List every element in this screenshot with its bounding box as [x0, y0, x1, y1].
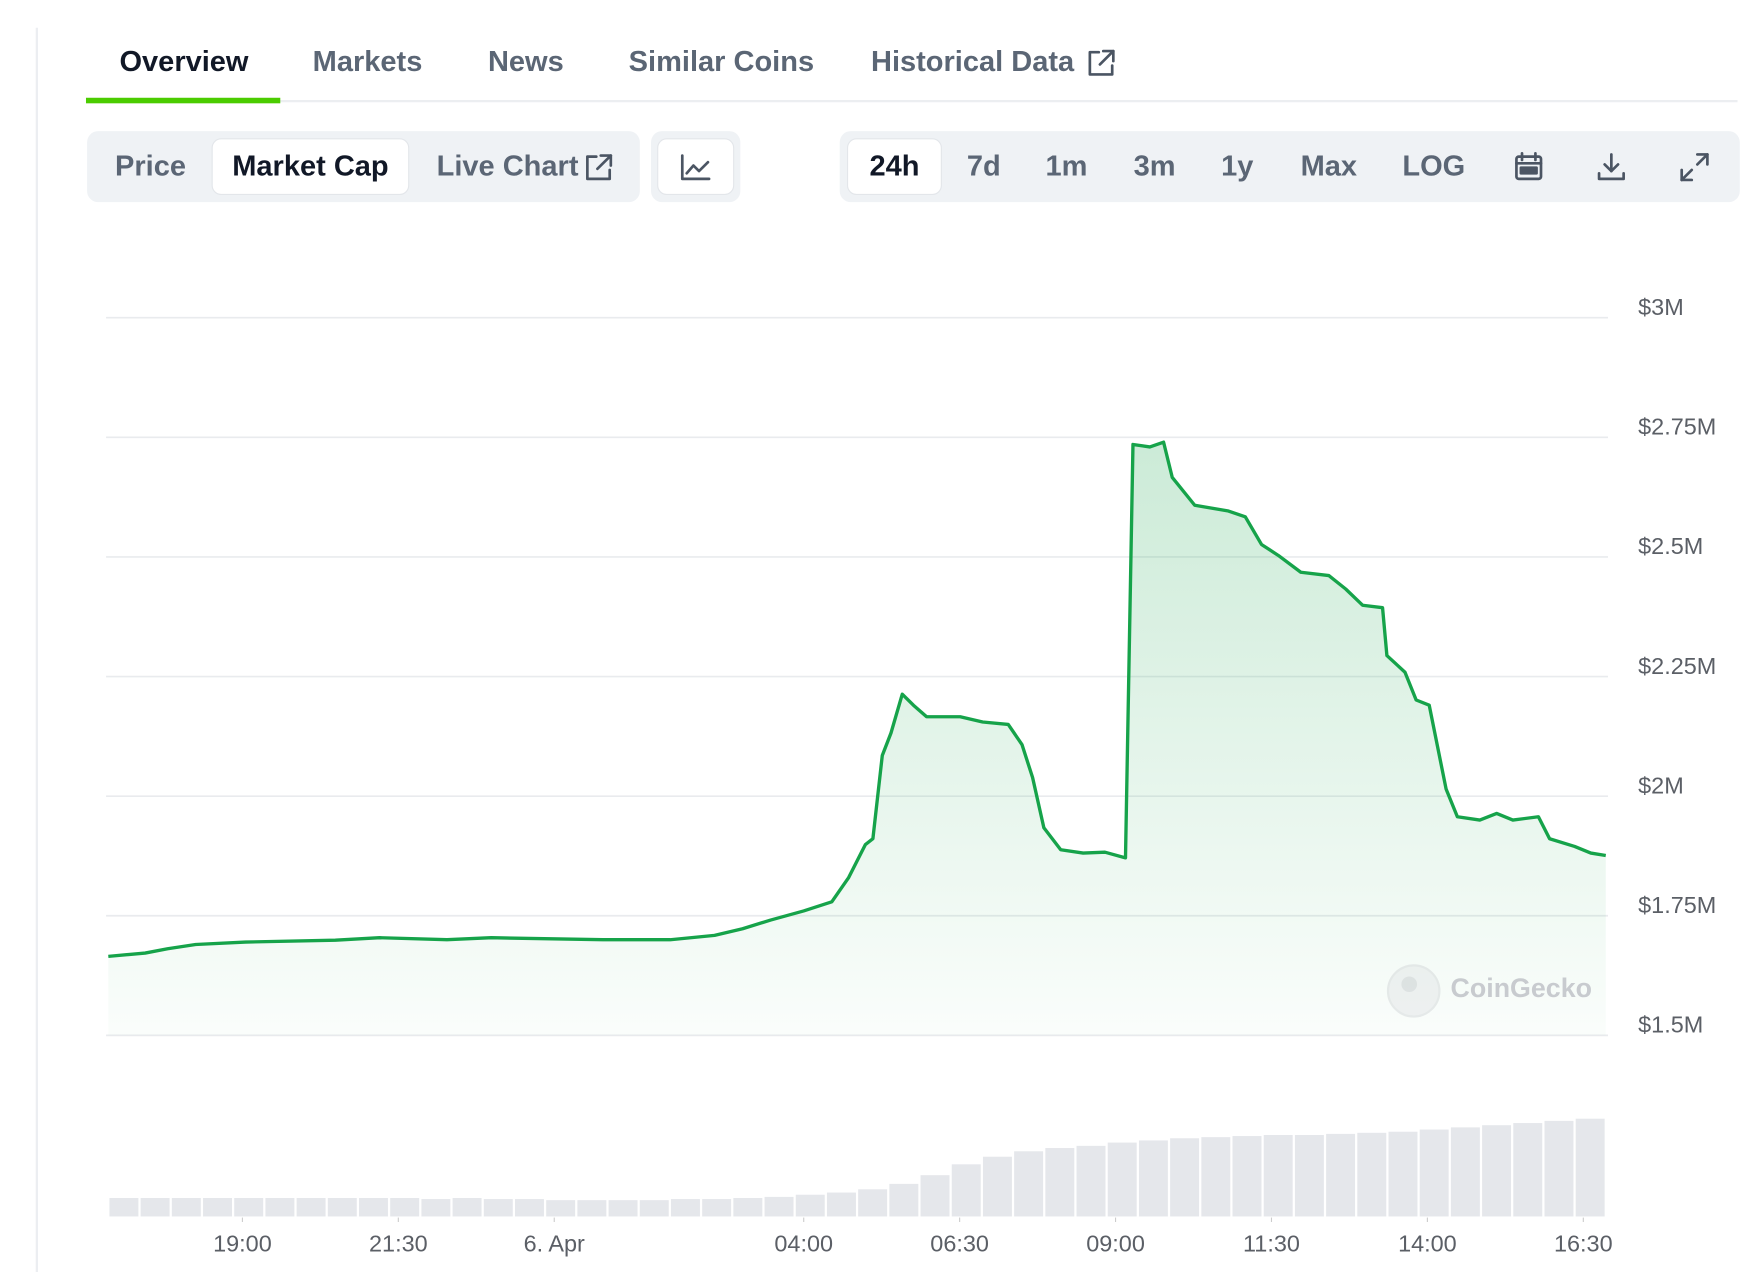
volume-bar: [889, 1183, 919, 1217]
volume-bar: [795, 1194, 825, 1217]
y-tick-label: $2.25M: [1638, 653, 1716, 679]
volume-bar: [1450, 1127, 1480, 1217]
volume-bar: [1357, 1132, 1387, 1217]
y-tick-label: $2.5M: [1638, 533, 1703, 559]
volume-bar: [733, 1197, 763, 1217]
volume-bar: [577, 1200, 607, 1217]
range-button[interactable]: LOG: [1402, 150, 1465, 182]
volume-bar: [982, 1156, 1012, 1217]
x-tick-label: 6. Apr: [524, 1231, 585, 1257]
volume-bar: [390, 1197, 420, 1217]
volume-bar: [1107, 1142, 1137, 1217]
y-tick-label: $2.75M: [1638, 414, 1716, 440]
x-tick-label: 09:00: [1086, 1231, 1145, 1257]
volume-bar: [826, 1192, 856, 1217]
volume-bar: [1201, 1137, 1231, 1217]
data-type-button[interactable]: Market Cap: [232, 150, 388, 182]
volume-bar: [951, 1164, 981, 1217]
nav-tab[interactable]: Historical Data: [871, 46, 1075, 78]
x-tick-label: 06:30: [930, 1231, 989, 1257]
line: [108, 440, 1607, 959]
volume-bar: [1170, 1138, 1200, 1217]
calendar-icon[interactable]: [1515, 151, 1543, 181]
x-tick-label: 11:30: [1243, 1231, 1300, 1257]
area-fill: [108, 442, 1606, 1036]
volume-bar: [1388, 1131, 1418, 1217]
volume-bar: [452, 1197, 482, 1217]
fullscreen-icon[interactable]: [1680, 153, 1709, 182]
volume-bar: [421, 1199, 451, 1217]
nav-tab[interactable]: Similar Coins: [629, 46, 814, 78]
volume-bar: [1076, 1145, 1106, 1217]
volume-bar: [702, 1199, 732, 1217]
volume-bar: [1419, 1129, 1449, 1217]
x-tick-label: 16:30: [1554, 1231, 1613, 1257]
y-tick-label: $1.5M: [1638, 1012, 1703, 1038]
range-button[interactable]: 1y: [1221, 150, 1253, 182]
volume-bar: [327, 1197, 357, 1217]
volume-bar: [858, 1189, 888, 1217]
volume-bar: [608, 1200, 638, 1217]
volume-bar: [1045, 1148, 1075, 1217]
x-tick-label: 19:00: [213, 1231, 272, 1257]
x-tick-label: 21:30: [369, 1231, 428, 1257]
range-button[interactable]: Max: [1301, 150, 1357, 182]
volume-bar: [296, 1197, 326, 1217]
volume-bar: [171, 1197, 201, 1217]
line-chart-icon: [680, 154, 711, 181]
volume-bar: [234, 1197, 264, 1217]
active-button: [211, 138, 410, 195]
active-button: [846, 138, 942, 195]
nav-tab[interactable]: Markets: [313, 46, 423, 78]
nav-tab[interactable]: Overview: [119, 46, 249, 78]
range-button[interactable]: 1m: [1045, 150, 1087, 182]
y-tick-label: $3M: [1638, 294, 1684, 320]
volume-bar: [1575, 1118, 1605, 1217]
volume-bar: [1294, 1134, 1324, 1217]
volume-bar: [1513, 1123, 1543, 1217]
range-button[interactable]: 7d: [967, 150, 1001, 182]
watermark-logo: [1386, 964, 1441, 1018]
watermark: CoinGecko: [1451, 973, 1592, 1003]
volume-bar: [265, 1197, 295, 1217]
volume-bar: [546, 1200, 576, 1217]
y-tick-label: $1.75M: [1638, 892, 1716, 918]
volume-bar: [1014, 1151, 1044, 1217]
volume-bar: [1232, 1136, 1262, 1217]
volume-bar: [920, 1175, 950, 1217]
volume-bar: [764, 1196, 794, 1217]
data-type-button[interactable]: Price: [115, 150, 186, 182]
volume-bar: [140, 1197, 170, 1217]
external-link-icon[interactable]: [586, 154, 613, 181]
volume-bar: [670, 1199, 700, 1217]
volume-bar: [109, 1197, 139, 1217]
volume-bar: [483, 1199, 513, 1217]
volume-bar: [1138, 1140, 1168, 1217]
data-type-button[interactable]: Live Chart: [437, 150, 579, 182]
range-group: [839, 131, 1740, 203]
nav-tab[interactable]: News: [488, 46, 564, 78]
volume-bar: [1326, 1133, 1356, 1217]
download-icon[interactable]: [1597, 153, 1625, 181]
range-button[interactable]: 3m: [1134, 150, 1176, 182]
range-button[interactable]: 24h: [869, 150, 919, 182]
volume-bar: [1263, 1134, 1293, 1217]
y-tick-label: $2M: [1638, 772, 1684, 798]
x-tick-label: 14:00: [1398, 1231, 1457, 1257]
external-link-icon[interactable]: [1088, 49, 1115, 76]
active-tab-underline: [85, 97, 281, 104]
volume-bar: [1544, 1120, 1574, 1217]
volume-bar: [1482, 1125, 1512, 1217]
volume-bar: [514, 1199, 544, 1217]
x-tick-label: 04:00: [774, 1231, 833, 1257]
volume-bar: [359, 1197, 388, 1217]
volume-bar: [203, 1197, 232, 1217]
volume-bar: [639, 1200, 669, 1217]
